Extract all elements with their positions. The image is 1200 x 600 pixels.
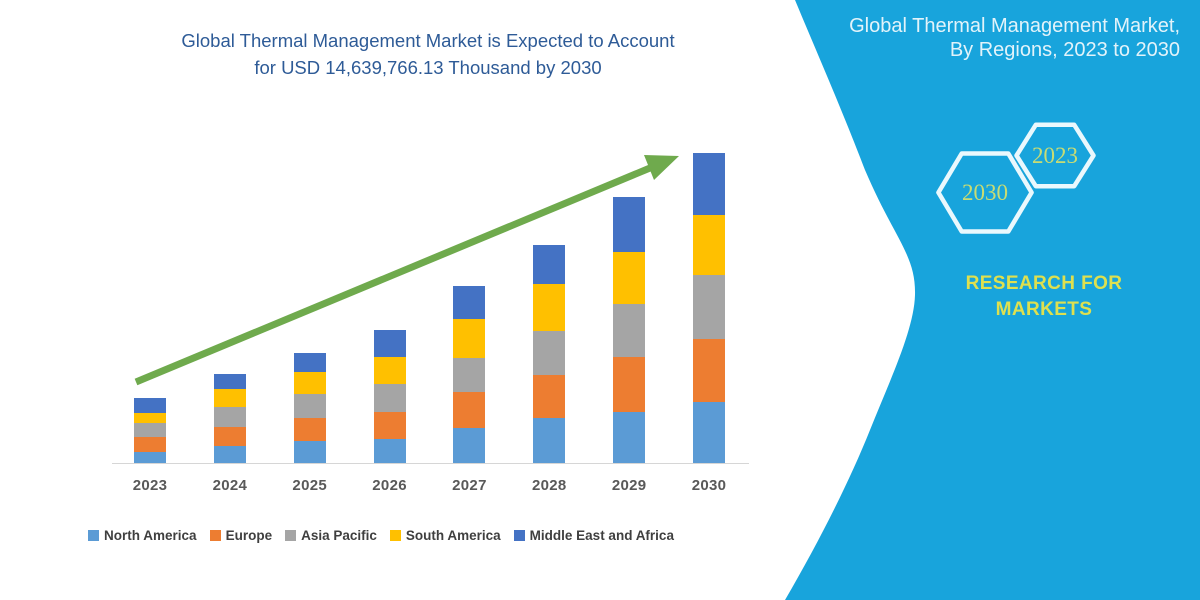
x-axis-label-2024: 2024 <box>212 477 248 494</box>
x-axis-label-2023: 2023 <box>132 477 168 494</box>
bar-segment-south-america <box>533 284 566 332</box>
x-axis-label-2030: 2030 <box>691 477 727 494</box>
legend-swatch <box>88 529 100 541</box>
bar-segment-europe <box>533 374 566 418</box>
bar-segment-middle-east-and-africa <box>134 398 166 413</box>
stacked-bar-2030 <box>693 153 726 464</box>
year-hexagons: 2023 2030 <box>936 122 1096 234</box>
bar-segment-middle-east-and-africa <box>693 153 726 216</box>
x-axis-label-2028: 2028 <box>532 477 567 494</box>
legend-label: Middle East and Africa <box>529 527 674 543</box>
bar-segment-north-america <box>693 402 726 464</box>
legend-swatch <box>389 529 401 541</box>
bar-segment-europe <box>134 436 166 452</box>
stacked-bar-2028 <box>533 244 566 464</box>
bar-segment-middle-east-and-africa <box>373 329 406 357</box>
bar-segment-asia-pacific <box>293 394 326 419</box>
stacked-bar-2024 <box>213 374 246 464</box>
brand-line-2: MARKETS <box>995 299 1093 320</box>
panel-title-line-1: Global Thermal Management Market, <box>849 15 1180 37</box>
stacked-bar-2026 <box>373 329 406 464</box>
bar-segment-north-america <box>213 445 246 464</box>
bar-segment-middle-east-and-africa <box>613 197 646 252</box>
legend-label: South America <box>405 527 501 543</box>
stacked-bar-2023 <box>134 398 166 464</box>
bar-segment-asia-pacific <box>693 275 726 340</box>
brand-wordmark: RESEARCH FOR MARKETS <box>904 271 1184 323</box>
bar-segment-south-america <box>693 215 726 276</box>
x-axis-label-2027: 2027 <box>452 477 487 494</box>
bar-segment-asia-pacific <box>453 357 486 392</box>
bar-segment-europe <box>693 339 726 403</box>
bar-segment-europe <box>613 357 646 413</box>
bar-segment-middle-east-and-africa <box>453 285 486 319</box>
panel-title-line-2: By Regions, 2023 to 2030 <box>949 39 1180 61</box>
legend-item-north-america: North America <box>88 528 197 543</box>
bar-segment-europe <box>213 426 246 446</box>
bar-segment-south-america <box>613 251 646 305</box>
bar-segment-asia-pacific <box>373 384 406 412</box>
bar-segment-middle-east-and-africa <box>533 244 566 285</box>
bar-segment-south-america <box>293 372 326 395</box>
legend-label: Europe <box>225 527 273 543</box>
x-axis-label-2026: 2026 <box>372 477 407 494</box>
bar-segment-asia-pacific <box>533 331 566 375</box>
x-axis-label-2029: 2029 <box>611 477 647 494</box>
bar-segment-middle-east-and-africa <box>213 374 246 390</box>
x-axis-line <box>112 463 749 464</box>
bar-segment-north-america <box>373 439 406 464</box>
bar-segment-north-america <box>613 412 646 464</box>
bar-segment-north-america <box>293 440 326 464</box>
legend-swatch <box>513 529 525 541</box>
bar-segment-north-america <box>453 428 486 464</box>
chart-title-line-1: Global Thermal Management Market is Expe… <box>181 30 675 51</box>
brand-line-1: RESEARCH FOR <box>965 273 1123 294</box>
hexagon-2023-label: 2023 <box>1032 143 1078 168</box>
bar-segment-north-america <box>134 451 166 464</box>
bar-segment-asia-pacific <box>613 304 646 358</box>
bar-segment-south-america <box>134 412 166 424</box>
hexagon-2030 <box>936 151 1034 234</box>
bar-segment-asia-pacific <box>134 423 166 437</box>
bar-segment-asia-pacific <box>213 407 246 427</box>
bar-segment-middle-east-and-africa <box>293 353 326 373</box>
hexagon-2023 <box>1014 122 1096 189</box>
x-axis-label-2025: 2025 <box>292 477 327 494</box>
right-panel-shape <box>785 0 1200 600</box>
bar-segment-south-america <box>213 389 246 408</box>
bar-chart-plot-area <box>134 153 726 464</box>
hexagon-2030-label: 2030 <box>962 180 1008 205</box>
legend-item-south-america: South America <box>389 527 501 543</box>
legend-label: Asia Pacific <box>301 527 377 543</box>
bar-segment-north-america <box>533 418 566 464</box>
legend-item-europe: Europe <box>209 527 273 543</box>
panel-title: Global Thermal Management Market, By Reg… <box>760 14 1180 62</box>
bar-segment-south-america <box>453 318 486 358</box>
legend-swatch <box>209 529 221 541</box>
legend-label: North America <box>104 527 197 543</box>
legend-swatch <box>285 529 297 541</box>
chart-legend: North America Europe Asia Pacific South Ame… <box>0 524 762 546</box>
chart-title-line-2: for USD 14,639,766.13 Thousand by 2030 <box>254 57 602 78</box>
stacked-bar-2027 <box>453 285 486 464</box>
chart-title: Global Thermal Management Market is Expe… <box>98 27 758 81</box>
bar-segment-europe <box>453 391 486 429</box>
legend-item-asia-pacific: Asia Pacific <box>285 528 377 543</box>
legend-item-middle-east-and-africa: Middle East and Africa <box>513 527 674 543</box>
stacked-bar-2025 <box>293 353 326 464</box>
bar-segment-europe <box>293 418 326 441</box>
bar-segment-south-america <box>373 356 406 385</box>
bar-segment-europe <box>373 411 406 440</box>
stacked-bar-2029 <box>613 197 646 464</box>
